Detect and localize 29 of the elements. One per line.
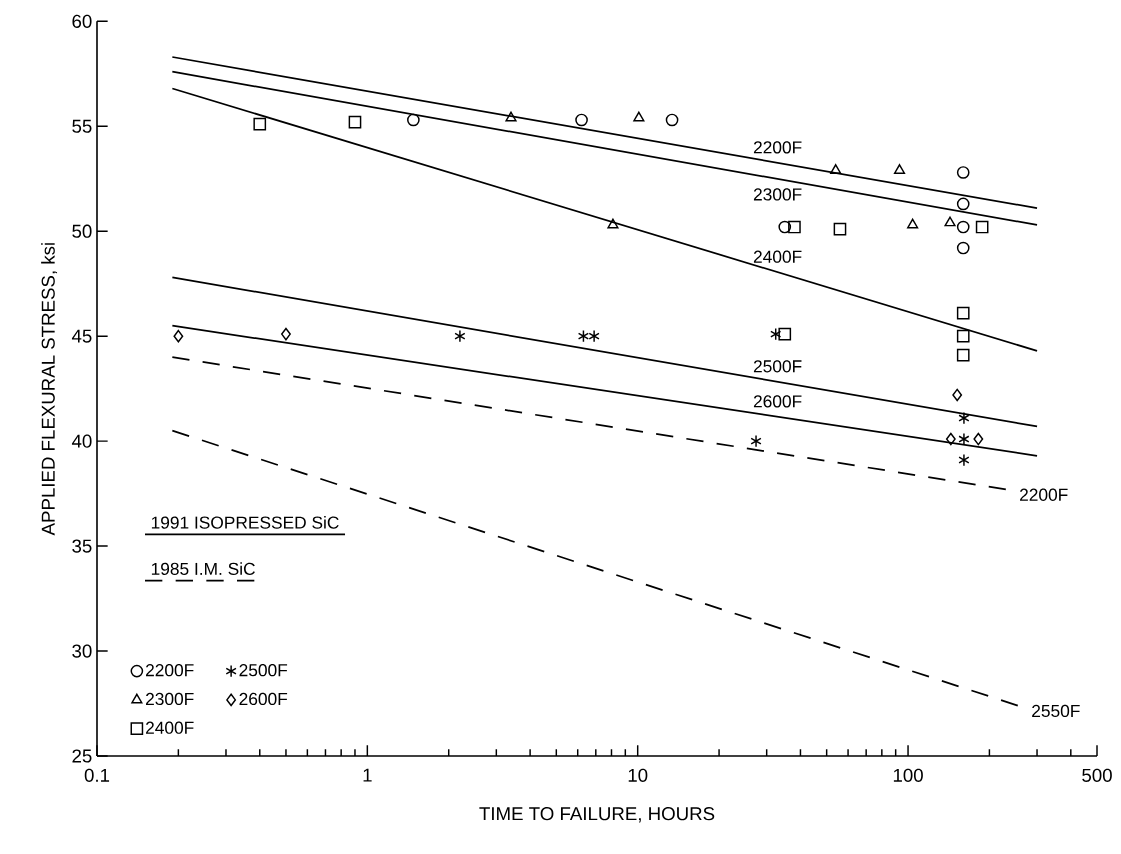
series-label: 2200F	[753, 141, 802, 154]
y-tick-label: 50	[72, 224, 92, 238]
y-tick-label: 40	[71, 434, 92, 448]
legend-label: 2200F	[146, 664, 194, 677]
series-label: 2550F	[1032, 704, 1080, 718]
legend-label: 2500F	[239, 664, 288, 677]
series-label: 2300F	[753, 188, 802, 201]
legend-label: 2400F	[146, 721, 194, 734]
y-tick-label: 25	[72, 749, 92, 763]
x-tick-label: 10	[628, 768, 648, 782]
legend-label: 2300F	[146, 692, 194, 706]
y-tick-label: 35	[72, 539, 92, 553]
y-axis-title: APPLIED FLEXURAL STRESS, ksi	[41, 243, 58, 536]
legend-label: 2600F	[239, 692, 288, 706]
series-label: 2600F	[753, 395, 802, 408]
y-tick-label: 45	[71, 329, 92, 343]
x-tick-label: 0.1	[84, 768, 110, 782]
x-tick-label: 500	[1082, 768, 1112, 782]
y-tick-label: 60	[72, 14, 92, 28]
x-tick-label: 100	[893, 768, 923, 782]
y-tick-label: 55	[72, 119, 92, 133]
annotation: 1991 ISOPRESSED SiC	[151, 516, 339, 529]
x-tick-label: 1	[363, 768, 372, 782]
series-label: 2500F	[753, 360, 802, 373]
series-label: 2400F	[753, 250, 802, 263]
series-label: 2200F	[1020, 488, 1068, 501]
x-axis-title: TIME TO FAILURE, HOURS	[479, 807, 715, 823]
y-tick-label: 30	[72, 644, 92, 658]
annotation: 1985 I.M. SiC	[151, 562, 255, 576]
